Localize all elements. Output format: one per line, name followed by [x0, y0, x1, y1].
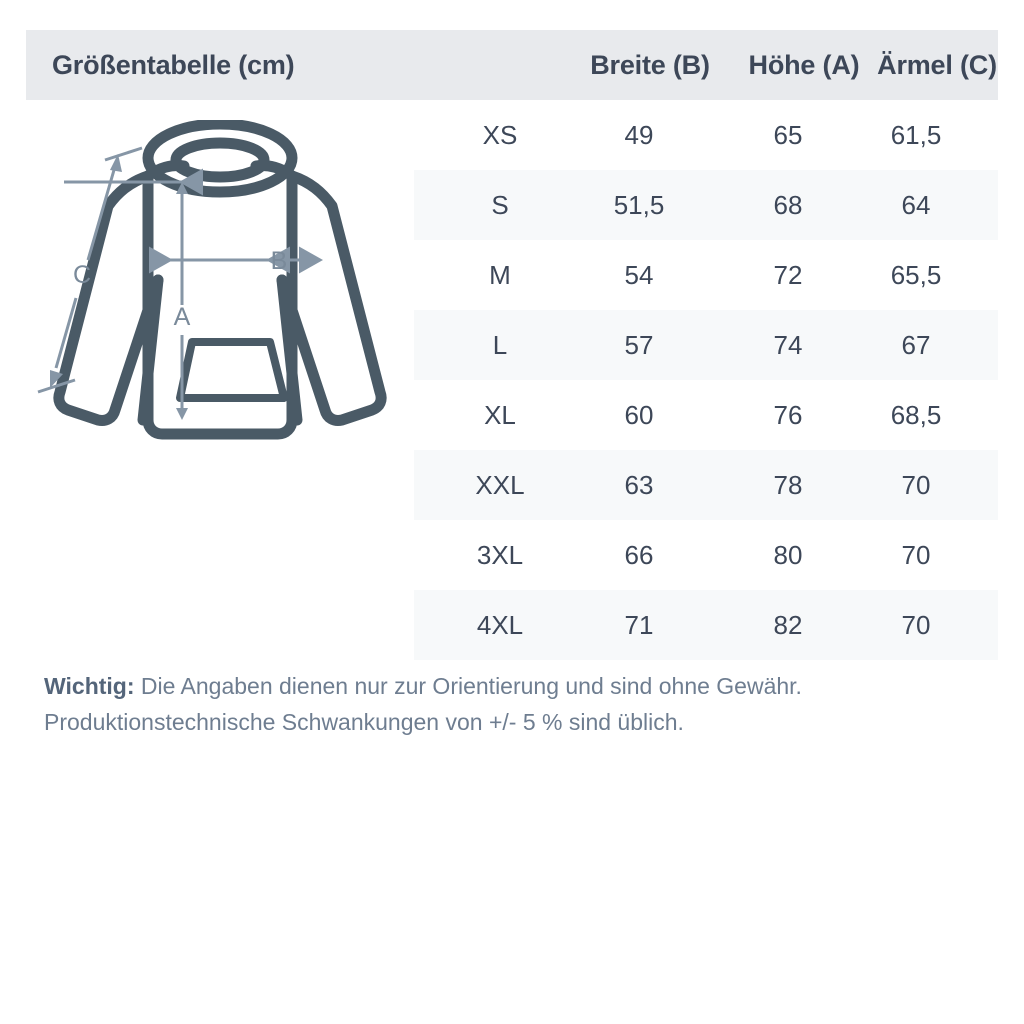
cell-aermel: 65,5 [890, 259, 942, 290]
cell-breite: 51,5 [613, 189, 665, 220]
table-row: XS 49 65 61,5 [414, 100, 998, 170]
disclaimer-line-1: Die Angaben dienen nur zur Orientierung … [134, 673, 802, 699]
cell-aermel: 70 [901, 609, 931, 640]
table-row: 4XL 71 82 70 [414, 590, 998, 660]
cell-breite: 54 [624, 259, 654, 290]
dimension-label-b: B [271, 247, 288, 275]
cell-size: M [489, 259, 511, 290]
cell-breite: 60 [624, 399, 654, 430]
cell-hoehe: 76 [773, 399, 803, 430]
table-row: S 51,5 68 64 [414, 170, 998, 240]
cell-size: XL [484, 399, 516, 430]
cell-breite: 49 [624, 119, 654, 150]
cell-aermel: 67 [901, 329, 931, 360]
cell-hoehe: 74 [773, 329, 803, 360]
table-row: M 54 72 65,5 [414, 240, 998, 310]
cell-aermel: 70 [901, 469, 931, 500]
cell-breite: 71 [624, 609, 654, 640]
page-title: Größentabelle (cm) [52, 49, 295, 80]
table-row: L 57 74 67 [414, 310, 998, 380]
cell-size: 4XL [476, 609, 524, 640]
table-row: XL 60 76 68,5 [414, 380, 998, 450]
disclaimer-note: Wichtig: Die Angaben dienen nur zur Orie… [44, 668, 984, 740]
cell-aermel: 70 [901, 539, 931, 570]
dimension-c-arrow [37, 146, 143, 394]
cell-hoehe: 80 [773, 539, 803, 570]
size-table-body: XS 49 65 61,5 S 51,5 68 64 M 54 72 65,5 … [414, 100, 998, 660]
cell-size: 3XL [476, 539, 524, 570]
table-header-band: Größentabelle (cm) Breite (B) Höhe (A) Ä… [26, 30, 998, 100]
cell-breite: 66 [624, 539, 654, 570]
disclaimer-line-2: Produktionstechnische Schwankungen von +… [44, 709, 684, 735]
pocket-outline [176, 338, 288, 402]
column-header-breite: Breite (B) [590, 49, 710, 80]
cell-size: S [491, 189, 509, 220]
cell-hoehe: 68 [773, 189, 803, 220]
dimension-label-c: C [73, 261, 91, 289]
hood-neck [142, 160, 298, 182]
table-row: 3XL 66 80 70 [414, 520, 998, 590]
dimension-label-a: A [174, 303, 191, 331]
table-row: XXL 63 78 70 [414, 450, 998, 520]
column-headers: Breite (B) Höhe (A) Ärmel (C) [440, 30, 1024, 100]
column-header-hoehe: Höhe (A) [748, 49, 860, 80]
cell-breite: 63 [624, 469, 654, 500]
cell-size: XS [482, 119, 518, 150]
cell-hoehe: 72 [773, 259, 803, 290]
cell-aermel: 64 [901, 189, 931, 220]
cell-aermel: 61,5 [890, 119, 942, 150]
cell-hoehe: 65 [773, 119, 803, 150]
cell-size: XXL [475, 469, 525, 500]
column-header-aermel: Ärmel (C) [877, 49, 997, 80]
dimension-a-arrow [64, 168, 203, 420]
hoodie-outline [53, 170, 387, 440]
disclaimer-label: Wichtig: [44, 673, 135, 699]
cell-aermel: 68,5 [890, 399, 942, 430]
cell-size: L [492, 329, 508, 360]
cell-hoehe: 78 [773, 469, 803, 500]
cell-hoehe: 82 [773, 609, 803, 640]
cell-breite: 57 [624, 329, 654, 360]
hoodie-diagram: B A C [30, 120, 410, 460]
